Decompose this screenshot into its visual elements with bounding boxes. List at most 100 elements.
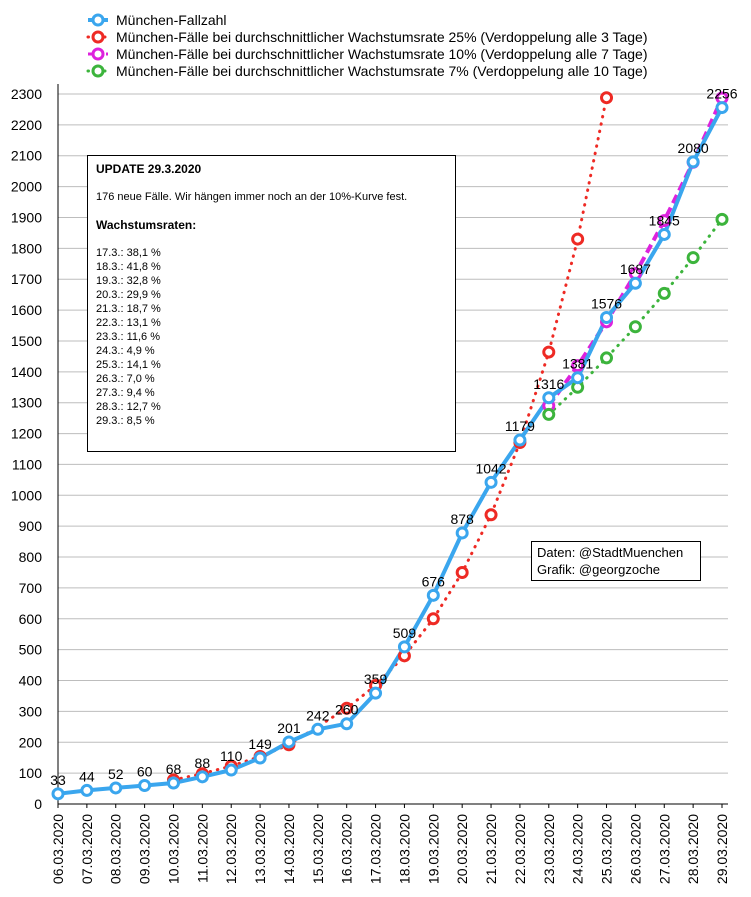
growth-rate-item: 26.3.: 7,0 % bbox=[96, 373, 155, 385]
data-label: 52 bbox=[108, 766, 124, 782]
x-tick-label: 21.03.2020 bbox=[483, 814, 499, 884]
data-point bbox=[369, 686, 383, 700]
data-label: 1042 bbox=[475, 460, 506, 476]
y-tick-label: 2000 bbox=[11, 179, 42, 195]
y-tick-label: 800 bbox=[19, 549, 43, 565]
data-label: 509 bbox=[393, 625, 417, 641]
data-point bbox=[282, 735, 296, 749]
data-point bbox=[686, 251, 700, 265]
data-point bbox=[51, 787, 65, 801]
data-label: 242 bbox=[306, 707, 330, 723]
x-tick-label: 13.03.2020 bbox=[252, 814, 268, 884]
data-point bbox=[340, 717, 354, 731]
x-tick-label: 28.03.2020 bbox=[685, 814, 701, 884]
data-point bbox=[340, 701, 354, 715]
growth-rate-item: 20.3.: 29,9 % bbox=[96, 289, 161, 301]
x-tick-label: 29.03.2020 bbox=[714, 814, 730, 884]
y-tick-label: 600 bbox=[19, 611, 43, 627]
data-labels: 33 44 52 60 68 88 110 149 201 242 260 359 509 676 878 1… bbox=[50, 86, 738, 788]
data-point bbox=[715, 101, 729, 115]
data-label: 1845 bbox=[649, 212, 680, 228]
data-point bbox=[657, 214, 671, 228]
credits-box: Daten: @StadtMuenchen Grafik: @georgzoch… bbox=[531, 541, 701, 581]
update-text: 176 neue Fälle. Wir hängen immer noch an… bbox=[96, 191, 408, 203]
data-point bbox=[542, 345, 556, 359]
data-point bbox=[253, 751, 267, 765]
y-tick-label: 2100 bbox=[11, 148, 42, 164]
y-tick-label: 1500 bbox=[11, 333, 42, 349]
growth-rate-item: 27.3.: 9,4 % bbox=[96, 387, 155, 399]
x-tick-label: 17.03.2020 bbox=[368, 814, 384, 884]
growth-rate-item: 21.3.: 18,7 % bbox=[96, 303, 161, 315]
y-tick-label: 1800 bbox=[11, 240, 42, 256]
growth-rate-item: 22.3.: 13,1 % bbox=[96, 317, 161, 329]
x-tick-label: 11.03.2020 bbox=[194, 814, 210, 883]
data-label: 1687 bbox=[620, 261, 651, 277]
legend-label: München-Fälle bei durchschnittlicher Wac… bbox=[116, 46, 648, 62]
y-tick-label: 1900 bbox=[11, 209, 42, 225]
data-point bbox=[686, 155, 700, 169]
x-tick-label: 12.03.2020 bbox=[223, 814, 239, 884]
data-point bbox=[600, 351, 614, 365]
x-tick-label: 08.03.2020 bbox=[108, 814, 124, 884]
x-tick-label: 10.03.2020 bbox=[165, 814, 181, 884]
growth-rate-item: 17.3.: 38,1 % bbox=[96, 247, 161, 259]
y-tick-label: 700 bbox=[19, 580, 43, 596]
data-point bbox=[542, 407, 556, 421]
x-tick-label: 20.03.2020 bbox=[454, 814, 470, 884]
growth-rate-item: 23.3.: 11,6 % bbox=[96, 331, 161, 343]
y-tick-label: 1300 bbox=[11, 395, 42, 411]
x-tick-label: 16.03.2020 bbox=[339, 814, 355, 884]
x-tick-label: 07.03.2020 bbox=[79, 814, 95, 884]
legend-marker bbox=[91, 30, 105, 44]
y-tick-label: 1200 bbox=[11, 426, 42, 442]
y-tick-label: 0 bbox=[34, 796, 42, 812]
data-label: 2080 bbox=[678, 140, 709, 156]
data-label: 149 bbox=[248, 736, 272, 752]
y-tick-label: 2200 bbox=[11, 117, 42, 133]
legend-marker bbox=[91, 13, 105, 27]
y-tick-label: 900 bbox=[19, 518, 43, 534]
x-tick-label: 18.03.2020 bbox=[396, 814, 412, 884]
legend-marker bbox=[91, 47, 105, 61]
credit-data-source: Daten: @StadtMuenchen bbox=[537, 545, 684, 560]
y-tick-label: 200 bbox=[19, 734, 43, 750]
data-point bbox=[138, 778, 152, 792]
data-label: 1179 bbox=[505, 418, 535, 434]
data-point bbox=[571, 359, 585, 373]
data-point bbox=[484, 475, 498, 489]
data-point bbox=[571, 232, 585, 246]
series-points bbox=[51, 91, 729, 801]
data-point bbox=[600, 310, 614, 324]
data-point bbox=[657, 286, 671, 300]
data-point bbox=[224, 763, 238, 777]
data-label: 359 bbox=[364, 671, 388, 687]
x-axis: 06.03.2020 07.03.2020 08.03.2020 09.03.2020… bbox=[50, 803, 730, 884]
x-tick-label: 15.03.2020 bbox=[310, 814, 326, 884]
legend-label: München-Fallzahl bbox=[116, 12, 227, 28]
data-label: 88 bbox=[195, 755, 211, 771]
data-point bbox=[426, 588, 440, 602]
x-tick-label: 27.03.2020 bbox=[656, 814, 672, 884]
data-point bbox=[80, 783, 94, 797]
data-label: 2256 bbox=[706, 86, 737, 102]
y-tick-label: 300 bbox=[19, 703, 43, 719]
data-point bbox=[455, 526, 469, 540]
growth-rate-item: 18.3.: 41,8 % bbox=[96, 261, 161, 273]
data-point bbox=[397, 640, 411, 654]
data-label: 33 bbox=[50, 772, 66, 788]
data-label: 260 bbox=[335, 702, 359, 718]
data-point bbox=[628, 320, 642, 334]
data-point bbox=[600, 91, 614, 105]
data-label: 44 bbox=[79, 768, 95, 784]
data-label: 878 bbox=[450, 511, 474, 527]
credit-graphic-author: Grafik: @georgzoche bbox=[537, 562, 661, 577]
x-tick-label: 14.03.2020 bbox=[281, 814, 297, 884]
legend: München-Fallzahl München-Fälle bei durchs… bbox=[86, 12, 648, 79]
data-point bbox=[166, 776, 180, 790]
update-title: UPDATE 29.3.2020 bbox=[96, 162, 202, 176]
x-tick-label: 26.03.2020 bbox=[627, 814, 643, 884]
data-label: 676 bbox=[422, 573, 446, 589]
x-tick-label: 09.03.2020 bbox=[137, 814, 153, 884]
y-tick-label: 400 bbox=[19, 673, 43, 689]
